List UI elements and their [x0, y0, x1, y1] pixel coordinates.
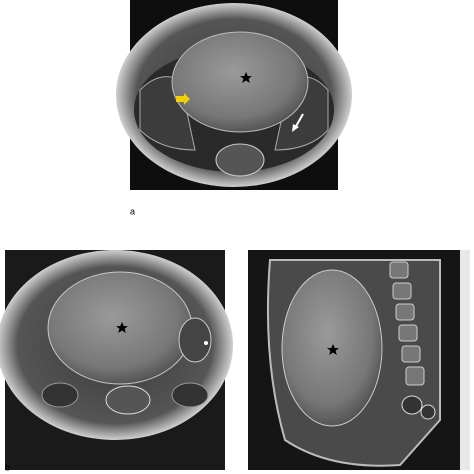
panel-b: [0, 250, 233, 470]
panel-a: [116, 0, 352, 190]
panel-label: a: [130, 206, 135, 216]
panel-label: b: [5, 462, 10, 472]
panel-c: [248, 250, 470, 470]
